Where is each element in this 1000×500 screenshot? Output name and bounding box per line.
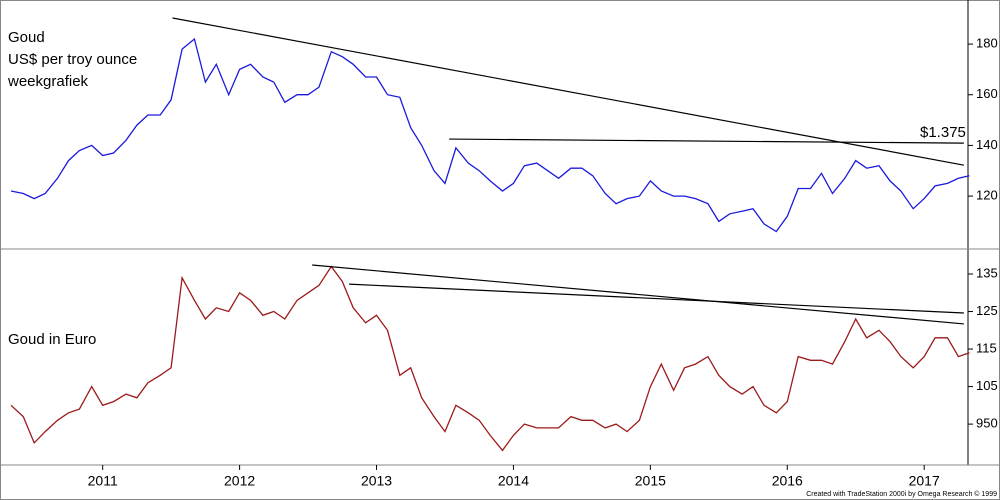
x-tick-label: 2016 [772, 473, 803, 489]
trend-line [349, 283, 964, 314]
panel-title: US$ per troy ounce [8, 51, 137, 68]
trend-line [312, 264, 964, 325]
price-line [10, 37, 970, 233]
y-tick-label: 160 [976, 86, 998, 101]
y-tick-label: 140 [976, 137, 998, 152]
x-tick-label: 2017 [909, 473, 940, 489]
x-tick-label: 2011 [88, 473, 118, 489]
y-tick-label: 950 [976, 416, 998, 431]
panel-title: Goud [8, 29, 45, 46]
x-tick-label: 2014 [498, 473, 529, 489]
trend-line [449, 138, 964, 144]
annotation: $1.375 [920, 124, 966, 141]
y-tick-label: 115 [976, 340, 997, 355]
y-tick-label: 135 [976, 265, 998, 280]
price-line [10, 265, 970, 452]
y-tick-label: 120 [976, 188, 998, 203]
trend-line [172, 17, 965, 166]
y-tick-label: 180 [976, 36, 998, 51]
panel-title: weekgrafiek [7, 73, 89, 90]
y-tick-label: 105 [976, 378, 998, 393]
y-tick-label: 125 [976, 303, 998, 318]
x-tick-label: 2013 [361, 473, 392, 489]
x-tick-label: 2015 [635, 473, 666, 489]
panel-title: Goud in Euro [8, 331, 96, 348]
x-tick-label: 2012 [224, 473, 255, 489]
footer: Created with TradeStation 2000i by Omega… [806, 490, 997, 498]
